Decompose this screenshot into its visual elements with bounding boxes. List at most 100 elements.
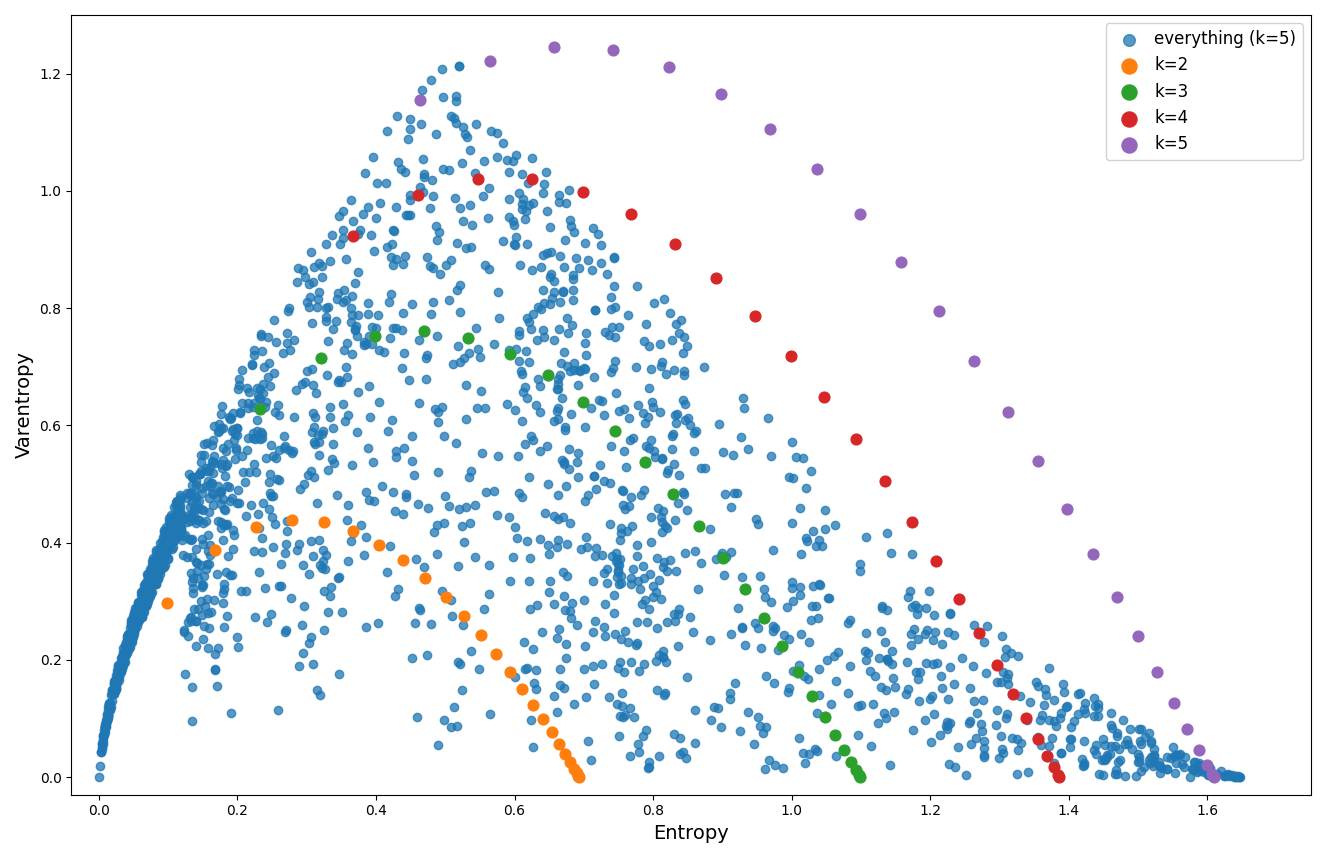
everything (k=5) — [907, 673, 928, 686]
everything (k=5) — [871, 599, 892, 613]
everything (k=5) — [508, 186, 529, 200]
everything (k=5) — [465, 166, 487, 180]
everything (k=5) — [152, 541, 174, 555]
everything (k=5) — [601, 290, 622, 304]
everything (k=5) — [131, 601, 152, 614]
everything (k=5) — [385, 252, 406, 266]
everything (k=5) — [187, 564, 208, 577]
everything (k=5) — [1197, 769, 1219, 782]
everything (k=5) — [301, 426, 322, 439]
everything (k=5) — [188, 467, 210, 480]
everything (k=5) — [399, 112, 420, 125]
everything (k=5) — [1203, 769, 1224, 782]
everything (k=5) — [525, 398, 546, 412]
everything (k=5) — [940, 716, 961, 730]
everything (k=5) — [530, 303, 552, 317]
everything (k=5) — [931, 668, 952, 682]
everything (k=5) — [203, 466, 224, 480]
k=5 — [1201, 767, 1223, 781]
everything (k=5) — [587, 227, 609, 241]
k=2 — [392, 553, 414, 567]
everything (k=5) — [158, 552, 179, 565]
everything (k=5) — [408, 601, 430, 614]
everything (k=5) — [355, 485, 377, 498]
everything (k=5) — [633, 559, 654, 573]
everything (k=5) — [1113, 713, 1134, 727]
everything (k=5) — [1087, 701, 1109, 715]
everything (k=5) — [582, 659, 603, 673]
everything (k=5) — [313, 583, 334, 597]
everything (k=5) — [119, 621, 141, 635]
everything (k=5) — [489, 311, 511, 325]
everything (k=5) — [447, 559, 468, 572]
everything (k=5) — [252, 386, 273, 400]
everything (k=5) — [151, 553, 172, 566]
everything (k=5) — [716, 550, 737, 564]
everything (k=5) — [122, 622, 143, 636]
everything (k=5) — [516, 662, 537, 675]
everything (k=5) — [243, 343, 264, 357]
everything (k=5) — [162, 517, 183, 530]
everything (k=5) — [152, 541, 174, 554]
everything (k=5) — [354, 339, 375, 353]
everything (k=5) — [560, 214, 581, 227]
everything (k=5) — [837, 616, 858, 630]
everything (k=5) — [288, 537, 309, 551]
everything (k=5) — [471, 384, 492, 398]
everything (k=5) — [459, 470, 480, 484]
everything (k=5) — [107, 668, 129, 681]
everything (k=5) — [221, 491, 243, 505]
everything (k=5) — [619, 701, 640, 715]
everything (k=5) — [123, 609, 145, 623]
everything (k=5) — [676, 670, 697, 684]
everything (k=5) — [154, 542, 175, 556]
everything (k=5) — [142, 565, 163, 579]
everything (k=5) — [168, 508, 190, 522]
everything (k=5) — [997, 672, 1018, 686]
everything (k=5) — [184, 511, 206, 525]
everything (k=5) — [186, 516, 207, 529]
everything (k=5) — [216, 444, 237, 458]
everything (k=5) — [195, 462, 216, 475]
everything (k=5) — [605, 546, 626, 559]
everything (k=5) — [385, 201, 406, 214]
everything (k=5) — [1046, 719, 1067, 733]
everything (k=5) — [564, 356, 585, 370]
everything (k=5) — [651, 516, 672, 529]
everything (k=5) — [473, 190, 495, 203]
everything (k=5) — [416, 251, 438, 264]
everything (k=5) — [114, 647, 135, 661]
everything (k=5) — [526, 334, 548, 347]
everything (k=5) — [586, 541, 607, 554]
everything (k=5) — [98, 707, 119, 721]
k=2 — [245, 520, 267, 534]
everything (k=5) — [465, 321, 487, 335]
everything (k=5) — [461, 219, 483, 233]
everything (k=5) — [453, 351, 475, 365]
everything (k=5) — [663, 426, 684, 440]
everything (k=5) — [114, 647, 135, 661]
everything (k=5) — [549, 368, 570, 382]
everything (k=5) — [508, 328, 529, 341]
everything (k=5) — [556, 480, 577, 493]
everything (k=5) — [560, 604, 581, 618]
everything (k=5) — [343, 275, 365, 289]
everything (k=5) — [182, 479, 203, 492]
everything (k=5) — [1074, 756, 1095, 770]
everything (k=5) — [906, 665, 927, 679]
everything (k=5) — [164, 518, 186, 532]
everything (k=5) — [166, 495, 187, 509]
everything (k=5) — [196, 592, 217, 606]
everything (k=5) — [129, 598, 150, 612]
everything (k=5) — [195, 464, 216, 478]
everything (k=5) — [202, 486, 223, 500]
everything (k=5) — [908, 694, 930, 708]
everything (k=5) — [294, 270, 316, 284]
everything (k=5) — [257, 330, 278, 344]
everything (k=5) — [237, 432, 259, 445]
everything (k=5) — [278, 444, 300, 457]
everything (k=5) — [211, 461, 232, 474]
everything (k=5) — [570, 541, 591, 555]
everything (k=5) — [640, 511, 662, 524]
everything (k=5) — [253, 360, 274, 374]
